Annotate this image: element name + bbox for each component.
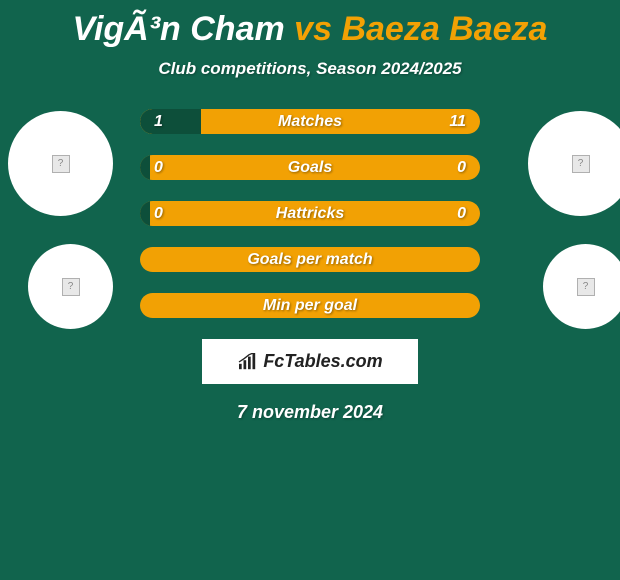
broken-image-icon: ?: [577, 278, 595, 296]
stat-fill: [140, 155, 150, 180]
stat-row-hattricks: 0 Hattricks 0: [140, 201, 480, 226]
stat-right-value: 0: [457, 205, 466, 223]
stat-left-value: 1: [154, 113, 163, 131]
vs-text: vs: [294, 10, 332, 48]
stat-right-value: 0: [457, 159, 466, 177]
stat-row-min-per-goal: Min per goal: [140, 293, 480, 318]
stat-label: Goals per match: [247, 251, 372, 269]
stat-left-value: 0: [154, 205, 163, 223]
player1-club-circle: ?: [28, 244, 113, 329]
logo-box: FcTables.com: [202, 339, 418, 384]
logo-text: FcTables.com: [263, 351, 382, 372]
page-title: VigÃ³n Cham vs Baeza Baeza: [0, 0, 620, 49]
player2-avatar-circle: ?: [528, 111, 620, 216]
date-text: 7 november 2024: [0, 402, 620, 423]
stat-label: Goals: [288, 159, 332, 177]
stat-left-value: 0: [154, 159, 163, 177]
stat-row-matches: 1 Matches 11: [140, 109, 480, 134]
stats-area: ? ? ? ? 1 Matches 11 0 Goals 0 0 Hattric…: [0, 109, 620, 423]
stat-fill: [140, 109, 201, 134]
stat-right-value: 11: [449, 113, 466, 131]
broken-image-icon: ?: [52, 155, 70, 173]
stat-bars: 1 Matches 11 0 Goals 0 0 Hattricks 0 Goa…: [140, 109, 480, 318]
player2-name: Baeza Baeza: [341, 10, 547, 48]
player1-name: VigÃ³n Cham: [73, 10, 285, 48]
stat-label: Matches: [278, 113, 342, 131]
player2-club-circle: ?: [543, 244, 620, 329]
stat-fill: [140, 201, 150, 226]
broken-image-icon: ?: [572, 155, 590, 173]
stat-row-goals: 0 Goals 0: [140, 155, 480, 180]
stat-row-goals-per-match: Goals per match: [140, 247, 480, 272]
bar-chart-icon: [237, 353, 259, 371]
subtitle: Club competitions, Season 2024/2025: [0, 59, 620, 79]
stat-label: Hattricks: [276, 205, 344, 223]
broken-image-icon: ?: [62, 278, 80, 296]
stat-label: Min per goal: [263, 297, 357, 315]
logo-content: FcTables.com: [237, 351, 382, 372]
player1-avatar-circle: ?: [8, 111, 113, 216]
